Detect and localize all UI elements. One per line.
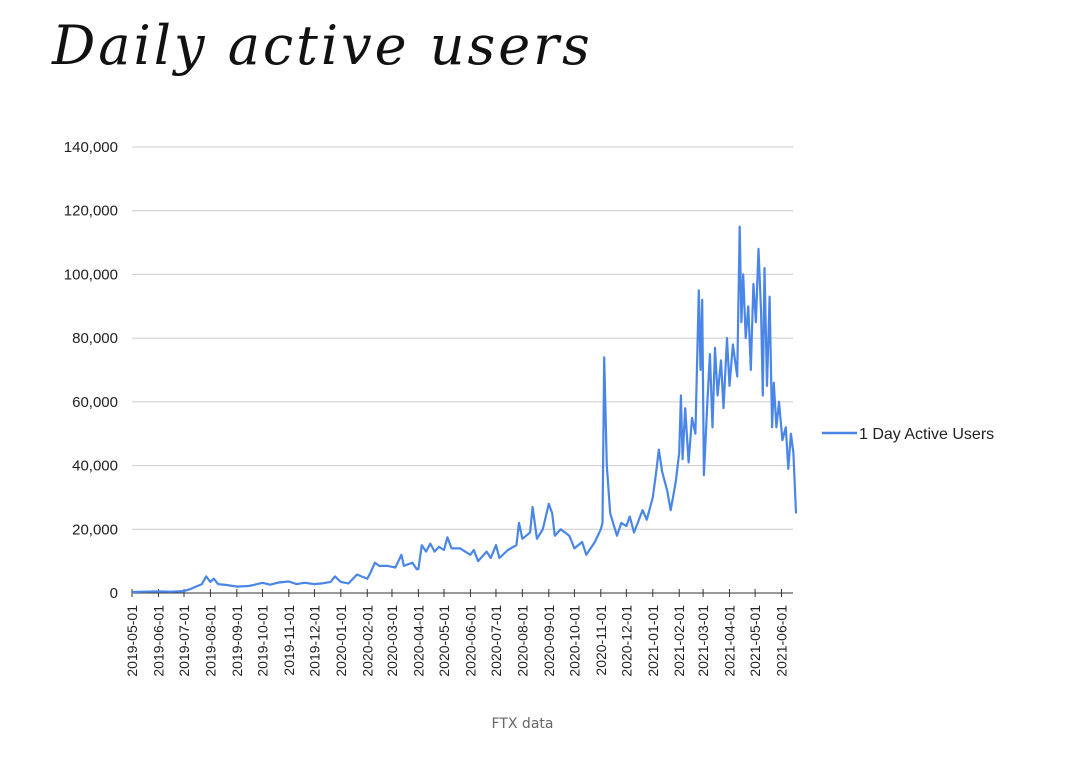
x-tick-label: 2021-01-01 (645, 605, 661, 677)
x-tick-label: 2020-01-01 (333, 605, 349, 677)
y-tick-label: 20,000 (72, 521, 118, 538)
x-tick-label: 2020-11-01 (593, 605, 609, 676)
x-tick-label: 2019-07-01 (176, 605, 192, 677)
x-tick-label: 2020-05-01 (436, 605, 452, 677)
y-tick-label: 80,000 (72, 330, 118, 347)
x-tick-label: 2020-03-01 (384, 605, 400, 677)
x-tick-label: 2020-02-01 (359, 605, 375, 677)
y-tick-label: 140,000 (64, 139, 118, 156)
chart-title: Daily active users (52, 14, 593, 77)
x-tick-label: 2020-12-01 (618, 605, 634, 677)
x-tick-label: 2021-02-01 (671, 605, 687, 677)
x-tick-label: 2021-03-01 (695, 605, 711, 677)
series-line (131, 225, 798, 594)
x-tick-label: 2019-08-01 (202, 605, 218, 677)
x-tick-label: 2021-04-01 (722, 605, 738, 677)
x-tick-label: 2020-09-01 (541, 605, 557, 677)
x-tick-label: 2020-10-01 (566, 605, 582, 677)
x-tick-label: 2019-10-01 (254, 605, 270, 677)
y-tick-label: 40,000 (72, 458, 118, 475)
x-tick-label: 2020-08-01 (514, 605, 530, 677)
y-tick-label: 0 (110, 585, 118, 602)
x-tick-label: 2019-09-01 (229, 605, 245, 677)
x-tick-label: 2019-06-01 (150, 605, 166, 677)
y-tick-label: 60,000 (72, 394, 118, 411)
x-tick-label: 2021-06-01 (774, 605, 790, 677)
legend-label: 1 Day Active Users (859, 426, 994, 443)
x-tick-label: 2019-12-01 (306, 605, 322, 677)
y-tick-label: 120,000 (64, 203, 118, 220)
x-tick-label: 2019-05-01 (124, 605, 140, 677)
x-tick-label: 2020-07-01 (488, 605, 504, 677)
x-tick-label: 2020-06-01 (462, 605, 478, 677)
x-tick-label: 2021-05-01 (747, 605, 763, 677)
x-tick-label: 2019-11-01 (281, 605, 297, 676)
chart-caption: FTX data (491, 716, 554, 732)
x-tick-label: 2020-04-01 (410, 605, 426, 677)
y-tick-label: 100,000 (64, 266, 118, 283)
